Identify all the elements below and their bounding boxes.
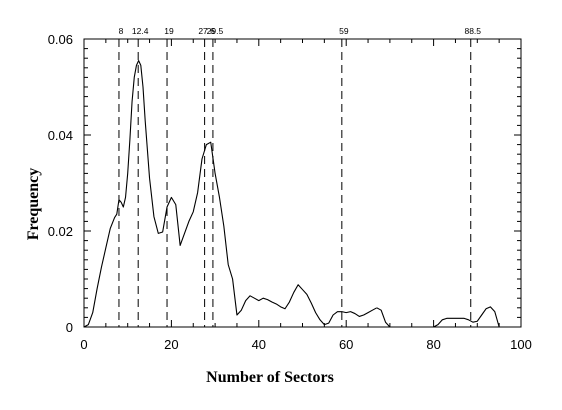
x-axis-title: Number of Sectors — [206, 369, 334, 386]
y-axis-title: Frequency — [25, 168, 42, 241]
x-tick-label: 0 — [80, 337, 87, 352]
frequency-line-segment — [83, 60, 378, 328]
y-tick-label: 0.06 — [48, 32, 73, 47]
x-tick-label: 40 — [252, 337, 266, 352]
x-tick-label: 100 — [510, 337, 532, 352]
reference-line-label: 27.6 — [198, 26, 215, 36]
x-tick-label: 60 — [339, 337, 353, 352]
axis-tick-labels: 0 20 40 60 80 100 0 0.02 0.04 0.06 — [48, 32, 532, 352]
axis-ticks — [83, 38, 522, 328]
frequency-series — [83, 60, 500, 328]
reference-line-label: 29.5 — [207, 26, 224, 36]
reference-line-label: 59 — [339, 26, 349, 36]
frequency-line-segment — [433, 306, 500, 328]
reference-line-label: 19 — [164, 26, 174, 36]
y-tick-label: 0.04 — [48, 128, 73, 143]
reference-line-label: 12.4 — [132, 26, 149, 36]
reference-lines: 8 12.4 19 27.629.5 59 88.5 — [118, 26, 481, 327]
y-tick-label: 0.02 — [48, 224, 73, 239]
reference-line-label: 88.5 — [464, 26, 481, 36]
y-tick-label: 0 — [66, 320, 73, 335]
x-tick-label: 20 — [164, 337, 178, 352]
x-tick-label: 80 — [426, 337, 440, 352]
reference-line-label: 8 — [119, 26, 124, 36]
frequency-line-segment — [376, 307, 391, 328]
